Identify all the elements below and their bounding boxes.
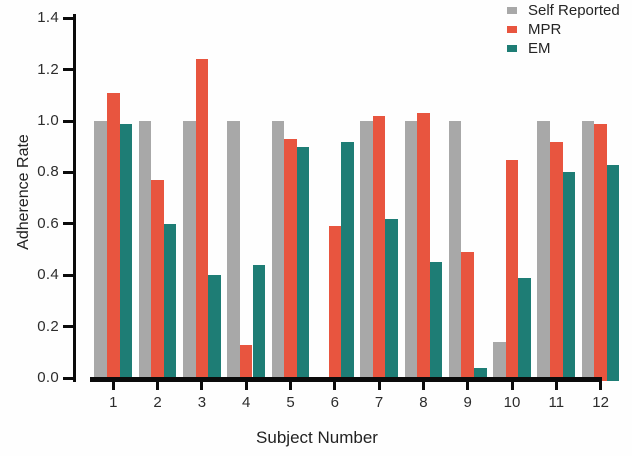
bar-self-reported-subject-2: [138, 121, 152, 381]
bar-mpr-subject-10: [505, 159, 519, 381]
bar-self-reported-subject-10: [493, 342, 506, 381]
bar-em-subject-7: [385, 218, 398, 381]
y-tick-label-1.4: 1.4: [37, 9, 59, 27]
y-tick-0.2: [63, 325, 74, 329]
y-tick-label-0.2: 0.2: [37, 317, 59, 335]
y-tick-label-0.0: 0.0: [37, 369, 59, 386]
legend-swatch-self-reported: [507, 7, 517, 14]
y-tick-label-0.6: 0.6: [37, 214, 59, 232]
bar-em-subject-8: [429, 262, 443, 381]
x-tick-label-10: 10: [503, 394, 521, 411]
x-tick-label-7: 7: [374, 394, 384, 411]
y-tick-0.0: [63, 376, 74, 380]
legend-item-em: EM: [507, 39, 620, 58]
x-axis-title: Subject Number: [256, 428, 378, 447]
x-tick-label-11: 11: [548, 394, 565, 411]
x-tick-label-12: 12: [592, 394, 609, 411]
y-tick-label-0.8: 0.8: [37, 163, 59, 181]
y-tick-0.4: [63, 273, 74, 277]
bar-em-subject-6: [341, 141, 354, 381]
chart-legend: Self Reported MPR EM: [507, 1, 620, 58]
x-tick-8: [421, 381, 425, 390]
bar-self-reported-subject-1: [94, 121, 107, 381]
y-tick-1.2: [63, 68, 74, 72]
x-tick-label-3: 3: [197, 394, 207, 411]
bar-self-reported-subject-4: [227, 121, 240, 381]
bar-mpr-subject-12: [594, 123, 607, 381]
legend-label-self-reported: Self Reported: [528, 2, 620, 19]
x-tick-4: [244, 381, 248, 390]
x-tick-12: [599, 381, 603, 390]
bar-mpr-subject-11: [550, 141, 563, 381]
x-axis-line: [90, 377, 602, 382]
legend-swatch-mpr: [507, 26, 517, 33]
x-tick-5: [289, 381, 292, 390]
bar-mpr-subject-1: [107, 92, 120, 381]
y-tick-label-0.4: 0.4: [37, 266, 59, 284]
y-tick-label-1.2: 1.2: [37, 60, 59, 78]
x-tick-label-2: 2: [153, 394, 162, 411]
x-tick-10: [510, 381, 514, 390]
bar-self-reported-subject-12: [581, 121, 595, 381]
bar-mpr-subject-7: [372, 115, 386, 381]
bar-em-subject-10: [518, 277, 531, 381]
x-tick-label-9: 9: [463, 394, 472, 411]
y-tick-0.6: [63, 222, 74, 226]
bar-mpr-subject-9: [461, 252, 474, 381]
bar-mpr-subject-3: [195, 59, 209, 381]
legend-label-mpr: MPR: [528, 21, 562, 38]
legend-swatch-em: [507, 45, 517, 52]
x-tick-1: [111, 381, 115, 390]
bar-mpr-subject-2: [151, 180, 164, 381]
x-tick-label-5: 5: [286, 394, 295, 411]
x-tick-7: [377, 381, 381, 390]
bar-self-reported-subject-5: [271, 121, 285, 381]
y-tick-label-1.0: 1.0: [37, 112, 59, 129]
bar-em-subject-3: [208, 275, 221, 381]
bar-em-subject-12: [606, 164, 620, 381]
bar-self-reported-subject-8: [404, 121, 418, 381]
bar-em-subject-4: [252, 264, 266, 381]
bar-mpr-subject-4: [239, 344, 253, 381]
bar-self-reported-subject-3: [183, 121, 196, 381]
bar-mpr-subject-6: [328, 226, 342, 381]
y-tick-1.0: [63, 119, 74, 123]
x-tick-label-4: 4: [242, 394, 251, 411]
bar-self-reported-subject-9: [448, 121, 462, 381]
bar-em-subject-5: [296, 146, 310, 381]
legend-label-em: EM: [528, 40, 551, 57]
bar-em-subject-1: [119, 123, 133, 381]
x-tick-2: [156, 381, 160, 390]
y-tick-1.4: [63, 16, 74, 20]
x-tick-label-1: 1: [109, 394, 118, 411]
y-axis-title: Adherence Rate: [15, 134, 32, 250]
x-tick-label-8: 8: [419, 394, 428, 411]
bar-mpr-subject-5: [284, 138, 297, 381]
bar-em-subject-11: [562, 172, 576, 381]
x-tick-11: [554, 381, 558, 390]
bar-self-reported-subject-11: [537, 121, 550, 381]
x-tick-label-6: 6: [330, 394, 339, 411]
x-tick-6: [333, 381, 337, 390]
x-tick-9: [466, 381, 470, 390]
y-tick-0.8: [63, 170, 74, 174]
legend-item-self-reported: Self Reported: [507, 1, 620, 20]
bar-mpr-subject-8: [417, 113, 430, 381]
y-axis-line: [73, 14, 76, 382]
legend-item-mpr: MPR: [507, 20, 620, 39]
bar-em-subject-2: [163, 223, 177, 381]
x-tick-3: [200, 381, 204, 390]
bar-self-reported-subject-7: [360, 121, 373, 381]
